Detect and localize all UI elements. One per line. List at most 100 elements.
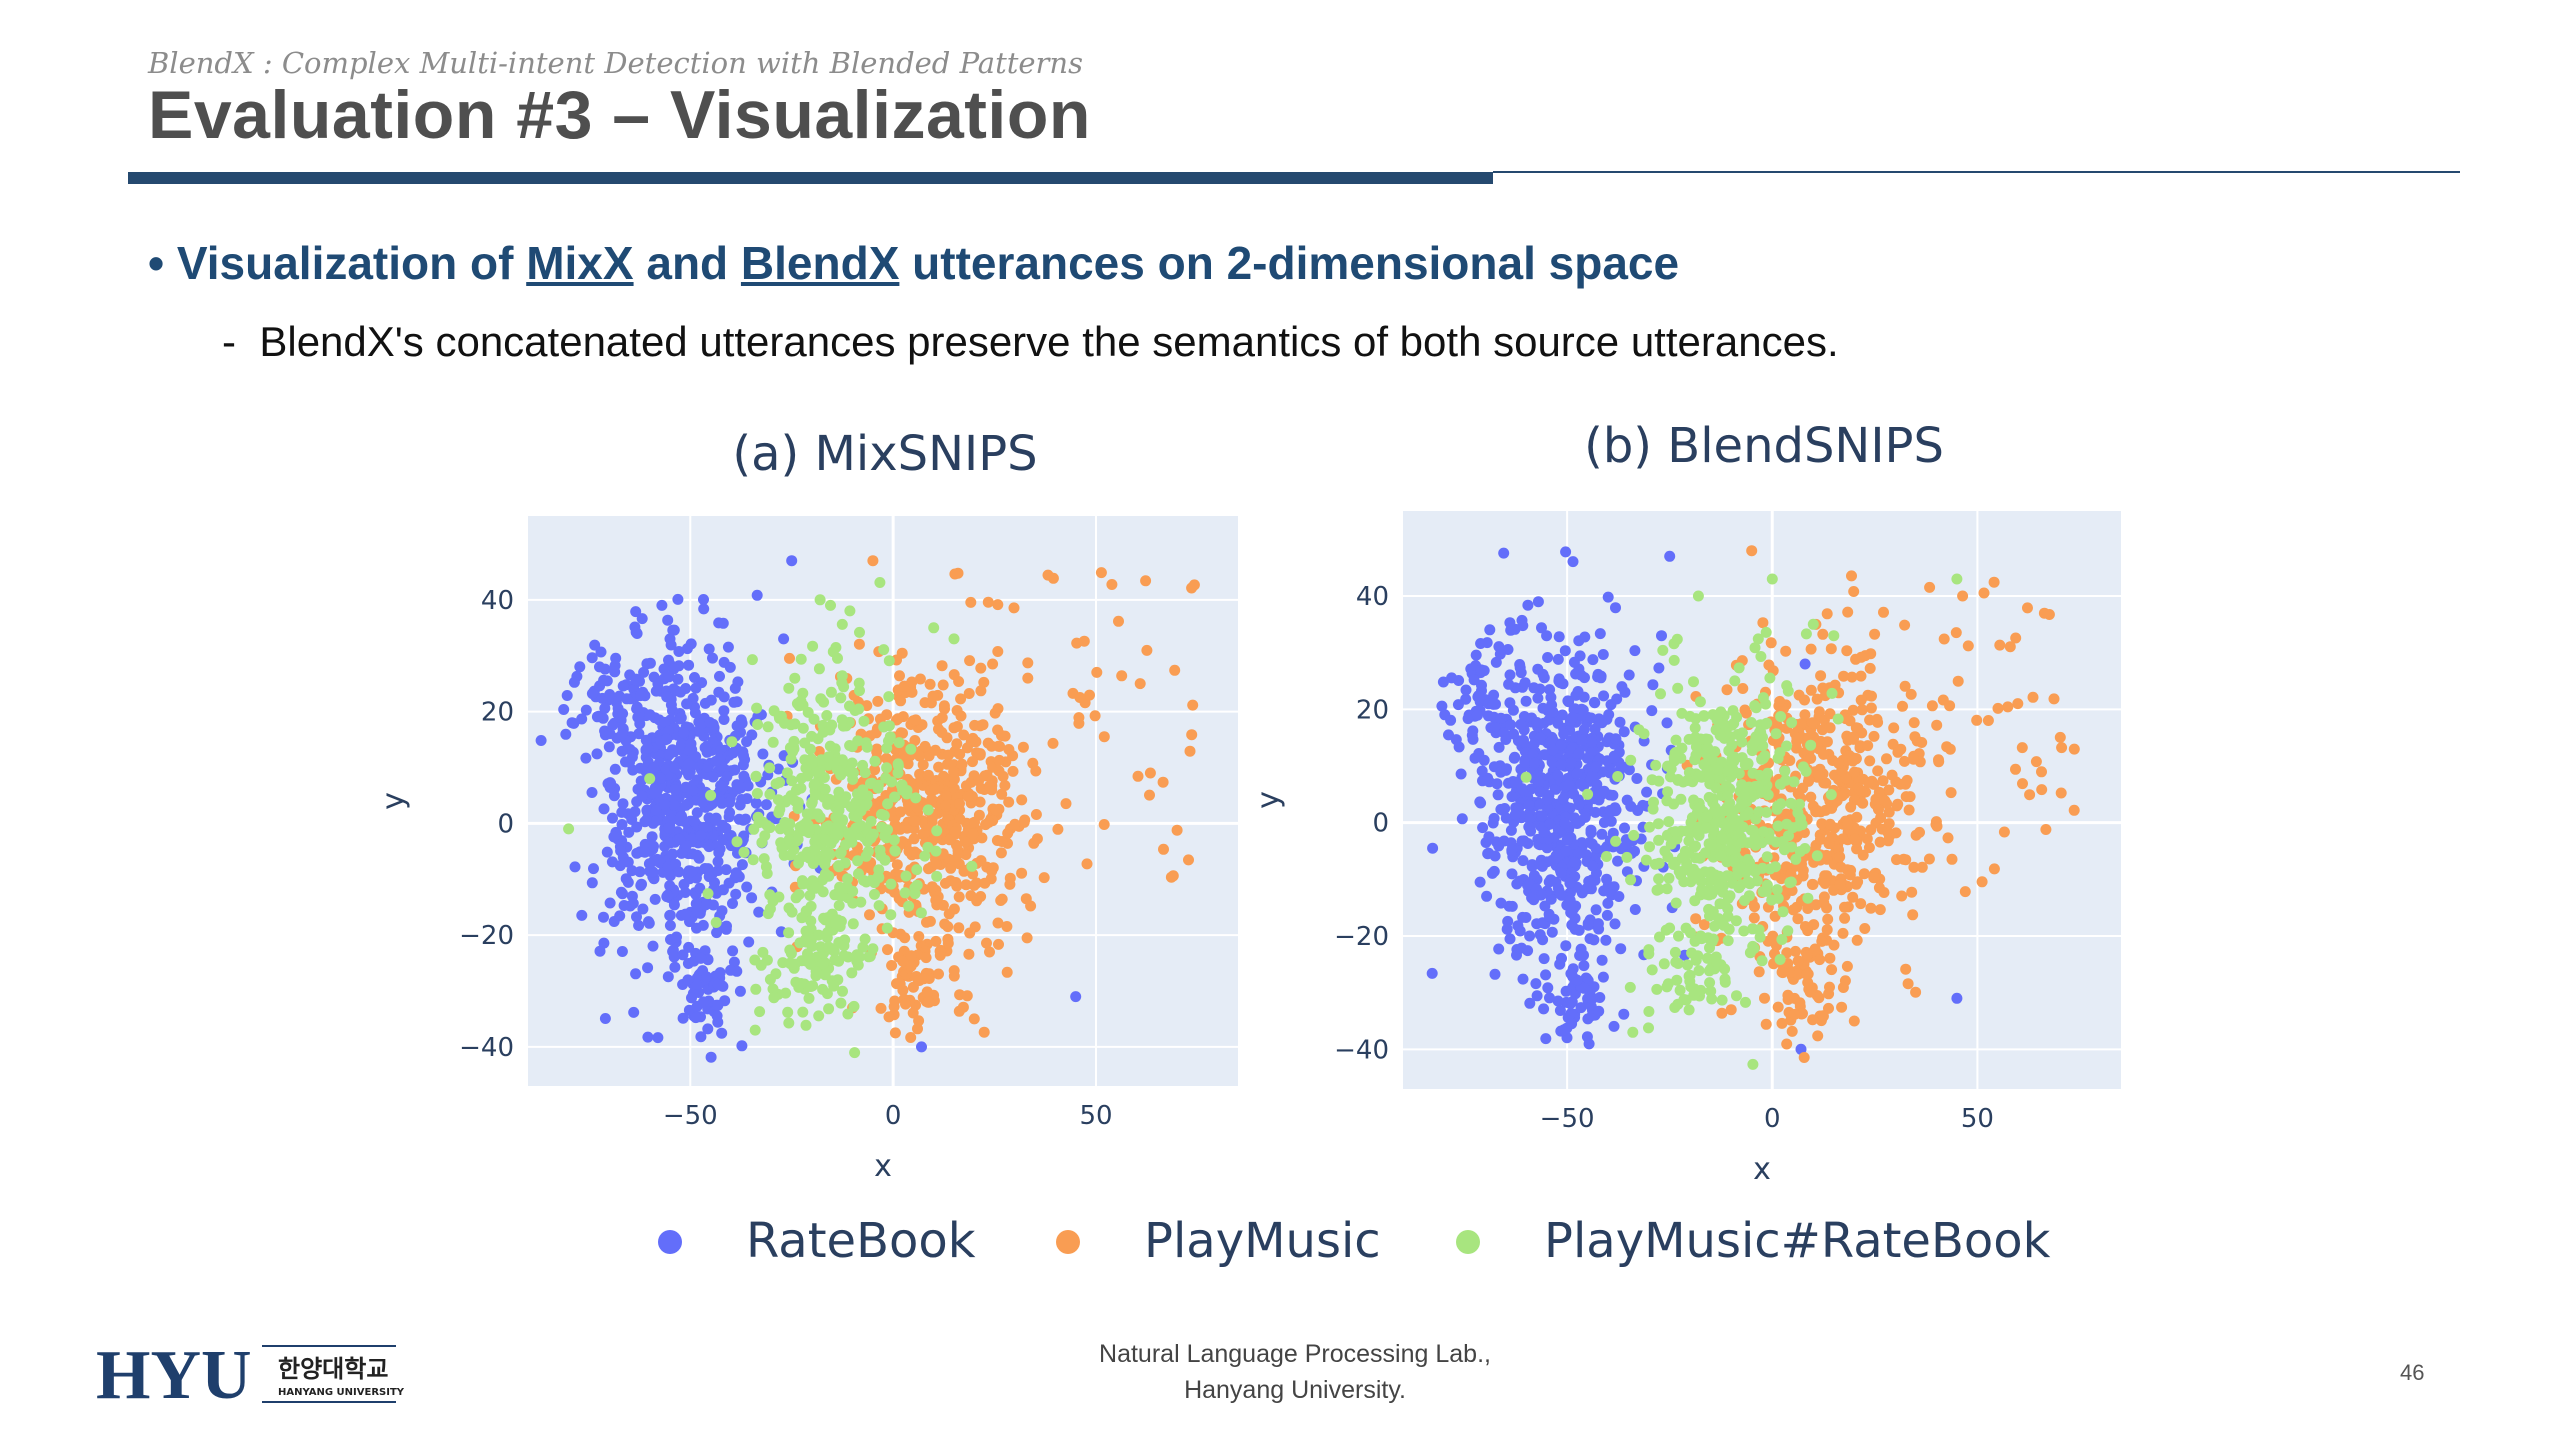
scatter-point xyxy=(1022,672,1034,684)
scatter-point xyxy=(912,1023,923,1035)
scatter-point xyxy=(1047,737,1059,749)
scatter-point xyxy=(1601,909,1613,921)
scatter-point xyxy=(1559,645,1571,657)
scatter-point xyxy=(1519,677,1531,689)
scatter-point xyxy=(1589,806,1601,818)
scatter-point xyxy=(714,967,726,979)
scatter-point xyxy=(1828,630,1840,642)
scatter-point xyxy=(1560,940,1572,952)
scatter-point xyxy=(793,857,804,869)
scatter-point xyxy=(873,900,885,912)
scatter-point xyxy=(1483,831,1495,843)
scatter-point xyxy=(695,1031,707,1043)
scatter-point xyxy=(903,900,915,912)
scatter-point xyxy=(993,938,1004,950)
scatter-point xyxy=(1689,731,1701,743)
scatter-point xyxy=(669,961,681,973)
x-axis-label: x xyxy=(874,1149,892,1184)
scatter-point xyxy=(1668,859,1679,870)
scatter-point xyxy=(795,978,807,989)
scatter-point xyxy=(569,861,581,873)
scatter-point xyxy=(809,789,821,801)
scatter-point xyxy=(1706,936,1718,948)
scatter-point xyxy=(1675,793,1687,805)
scatter-point xyxy=(1883,806,1895,818)
scatter-point xyxy=(1865,902,1877,914)
scatter-point xyxy=(1908,861,1920,873)
scatter-point xyxy=(690,682,702,694)
scatter-point xyxy=(631,821,643,833)
scatter-point xyxy=(920,952,932,964)
scatter-point xyxy=(1739,789,1750,801)
scatter-point xyxy=(1801,950,1813,962)
scatter-point xyxy=(699,697,711,709)
scatter-point xyxy=(1729,675,1741,687)
scatter-point xyxy=(1656,630,1667,642)
scatter-point xyxy=(1822,913,1834,925)
scatter-point xyxy=(655,772,667,784)
scatter-point xyxy=(806,798,818,810)
scatter-point xyxy=(760,799,772,811)
scatter-point xyxy=(1644,841,1655,853)
scatter-point xyxy=(1644,821,1656,833)
scatter-point xyxy=(661,733,673,745)
scatter-point xyxy=(1690,840,1701,852)
scatter-point xyxy=(1001,921,1013,932)
scatter-point xyxy=(1534,786,1546,798)
scatter-point xyxy=(1021,932,1033,944)
scatter-point xyxy=(1536,622,1547,634)
scatter-point xyxy=(1544,818,1556,830)
scatter-point xyxy=(630,968,642,980)
scatter-point xyxy=(724,661,736,673)
scatter-point xyxy=(1614,716,1626,728)
scatter-point xyxy=(1531,990,1543,1002)
scatter-point xyxy=(875,1002,887,1014)
scatter-point xyxy=(992,599,1004,611)
scatter-point xyxy=(1616,681,1628,693)
scatter-point xyxy=(911,864,923,876)
scatter-point xyxy=(922,769,934,781)
scatter-point xyxy=(631,847,643,859)
scatter-point xyxy=(1518,734,1529,746)
scatter-point xyxy=(616,819,628,830)
scatter-point xyxy=(894,978,906,990)
scatter-point xyxy=(1753,806,1765,818)
scatter-point xyxy=(1623,669,1635,681)
logo-korean: 한양대학교 xyxy=(278,1355,388,1383)
scatter-point xyxy=(1475,638,1487,649)
scatter-point xyxy=(1488,689,1500,701)
scatter-point xyxy=(1758,826,1769,838)
scatter-point xyxy=(1565,968,1577,980)
scatter-point xyxy=(669,784,681,796)
lab-line-1: Natural Language Processing Lab., xyxy=(1099,1340,1491,1368)
scatter-point xyxy=(1596,717,1608,729)
scatter-point xyxy=(1821,924,1833,936)
scatter-point xyxy=(599,663,611,675)
scatter-point xyxy=(1864,755,1876,767)
scatter-point xyxy=(1544,910,1555,922)
scatter-point xyxy=(710,814,722,826)
scatter-point xyxy=(664,920,676,931)
scatter-point xyxy=(563,823,575,835)
scatter-point xyxy=(1908,717,1920,729)
scatter-point xyxy=(911,879,923,891)
scatter-point xyxy=(1019,814,1031,826)
scatter-point xyxy=(1605,699,1617,711)
scatter-point xyxy=(1568,903,1579,915)
scatter-point xyxy=(1754,769,1765,781)
scatter-point xyxy=(844,605,856,617)
scatter-point xyxy=(878,644,890,656)
scatter-point xyxy=(1560,546,1572,558)
scatter-point xyxy=(1826,964,1838,976)
scatter-point xyxy=(1839,912,1851,924)
scatter-point xyxy=(1613,891,1625,902)
scatter-point xyxy=(891,859,903,871)
scatter-point xyxy=(1531,717,1543,728)
scatter-point xyxy=(982,737,994,749)
scatter-point xyxy=(1849,833,1861,845)
scatter-point xyxy=(933,723,944,735)
scatter-point xyxy=(720,923,732,935)
scatter-point xyxy=(1653,873,1665,885)
scatter-point xyxy=(1565,998,1576,1010)
scatter-point xyxy=(609,666,621,678)
